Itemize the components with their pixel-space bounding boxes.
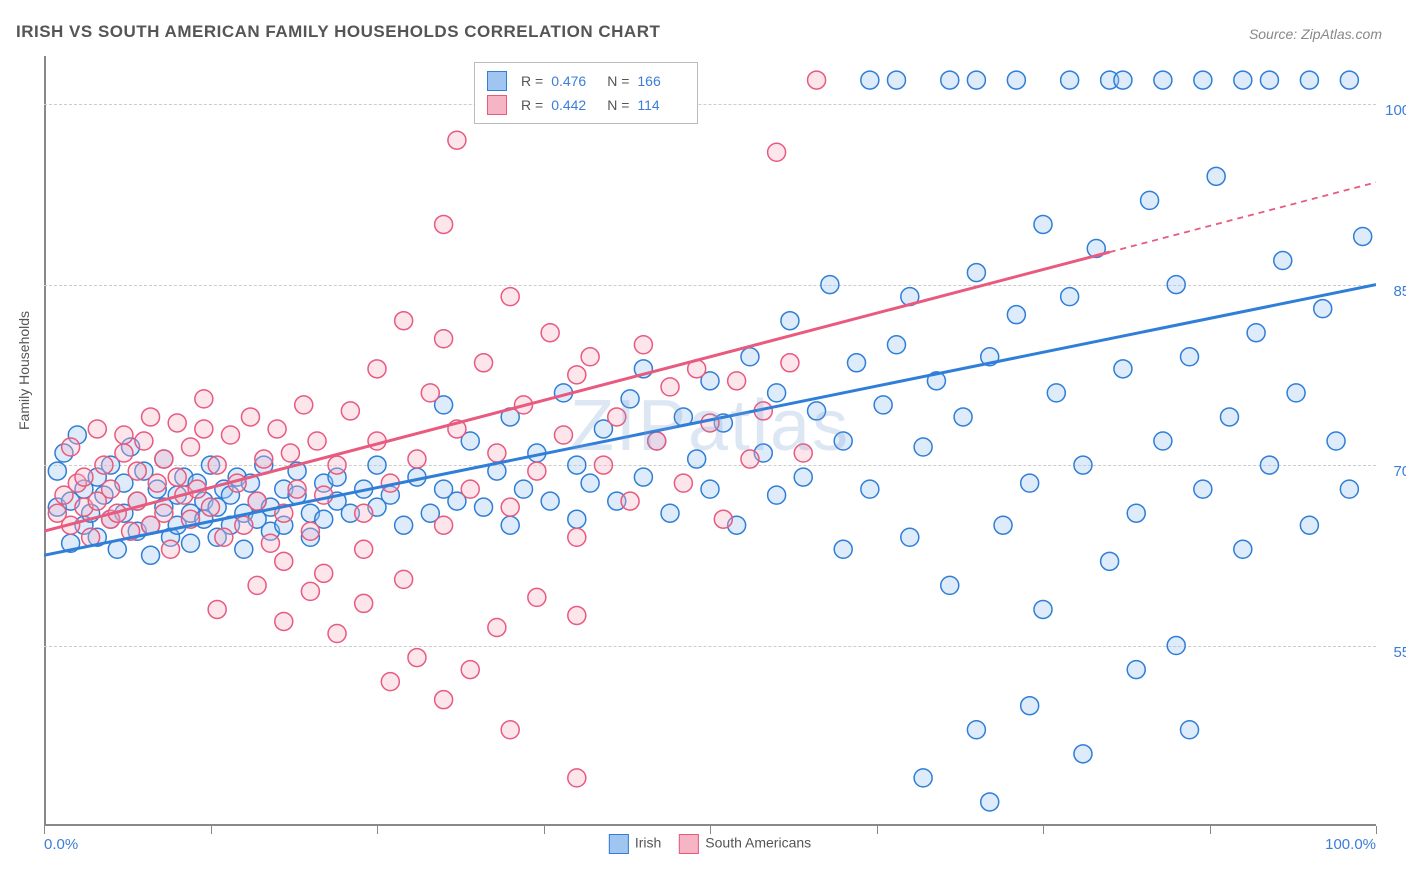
legend-row: R = 0.476 N = 166: [487, 69, 685, 93]
x-tick: [544, 826, 545, 834]
legend-item: South Americans: [679, 834, 811, 854]
y-tick-label: 85.0%: [1380, 283, 1406, 300]
legend-row: R = 0.442 N = 114: [487, 93, 685, 117]
legend-r-label: R =: [521, 69, 543, 93]
trend-lines: [44, 56, 1376, 826]
x-max-label: 100.0%: [1325, 836, 1376, 853]
legend-n-value: 114: [637, 93, 685, 117]
plot-area: R = 0.476N = 166R = 0.442N = 114 ZIPatla…: [44, 56, 1376, 826]
y-axis-label: Family Households: [16, 311, 32, 430]
x-tick: [1376, 826, 1377, 834]
x-tick: [211, 826, 212, 834]
x-min-label: 0.0%: [44, 836, 78, 853]
legend-item: Irish: [609, 834, 661, 854]
y-tick-label: 55.0%: [1380, 644, 1406, 661]
x-tick: [1210, 826, 1211, 834]
x-tick: [710, 826, 711, 834]
legend-swatch: [487, 95, 507, 115]
legend-r-value: 0.476: [551, 69, 599, 93]
legend-swatch: [609, 834, 629, 854]
legend-r-label: R =: [521, 93, 543, 117]
legend-r-value: 0.442: [551, 93, 599, 117]
x-tick: [377, 826, 378, 834]
legend-swatch: [679, 834, 699, 854]
x-axis-labels: 0.0% 100.0% Irish South Americans: [44, 836, 1376, 860]
legend-label: South Americans: [705, 835, 811, 851]
legend-label: Irish: [635, 835, 661, 851]
source-label: Source: ZipAtlas.com: [1249, 26, 1382, 42]
legend-swatch: [487, 71, 507, 91]
x-tick: [44, 826, 45, 834]
x-tick: [1043, 826, 1044, 834]
y-tick-label: 100.0%: [1380, 102, 1406, 119]
x-tick: [877, 826, 878, 834]
trend-line: [44, 252, 1110, 531]
chart-title: IRISH VS SOUTH AMERICAN FAMILY HOUSEHOLD…: [16, 22, 660, 42]
y-tick-label: 70.0%: [1380, 463, 1406, 480]
chart-container: IRISH VS SOUTH AMERICAN FAMILY HOUSEHOLD…: [0, 0, 1406, 892]
legend-n-label: N =: [607, 93, 629, 117]
legend-n-value: 166: [637, 69, 685, 93]
legend-n-label: N =: [607, 69, 629, 93]
stats-legend: R = 0.476 N = 166 R = 0.442 N = 114: [474, 62, 698, 124]
series-legend: Irish South Americans: [609, 834, 811, 854]
trend-line: [44, 285, 1376, 556]
trend-line-dashed: [1110, 182, 1376, 252]
